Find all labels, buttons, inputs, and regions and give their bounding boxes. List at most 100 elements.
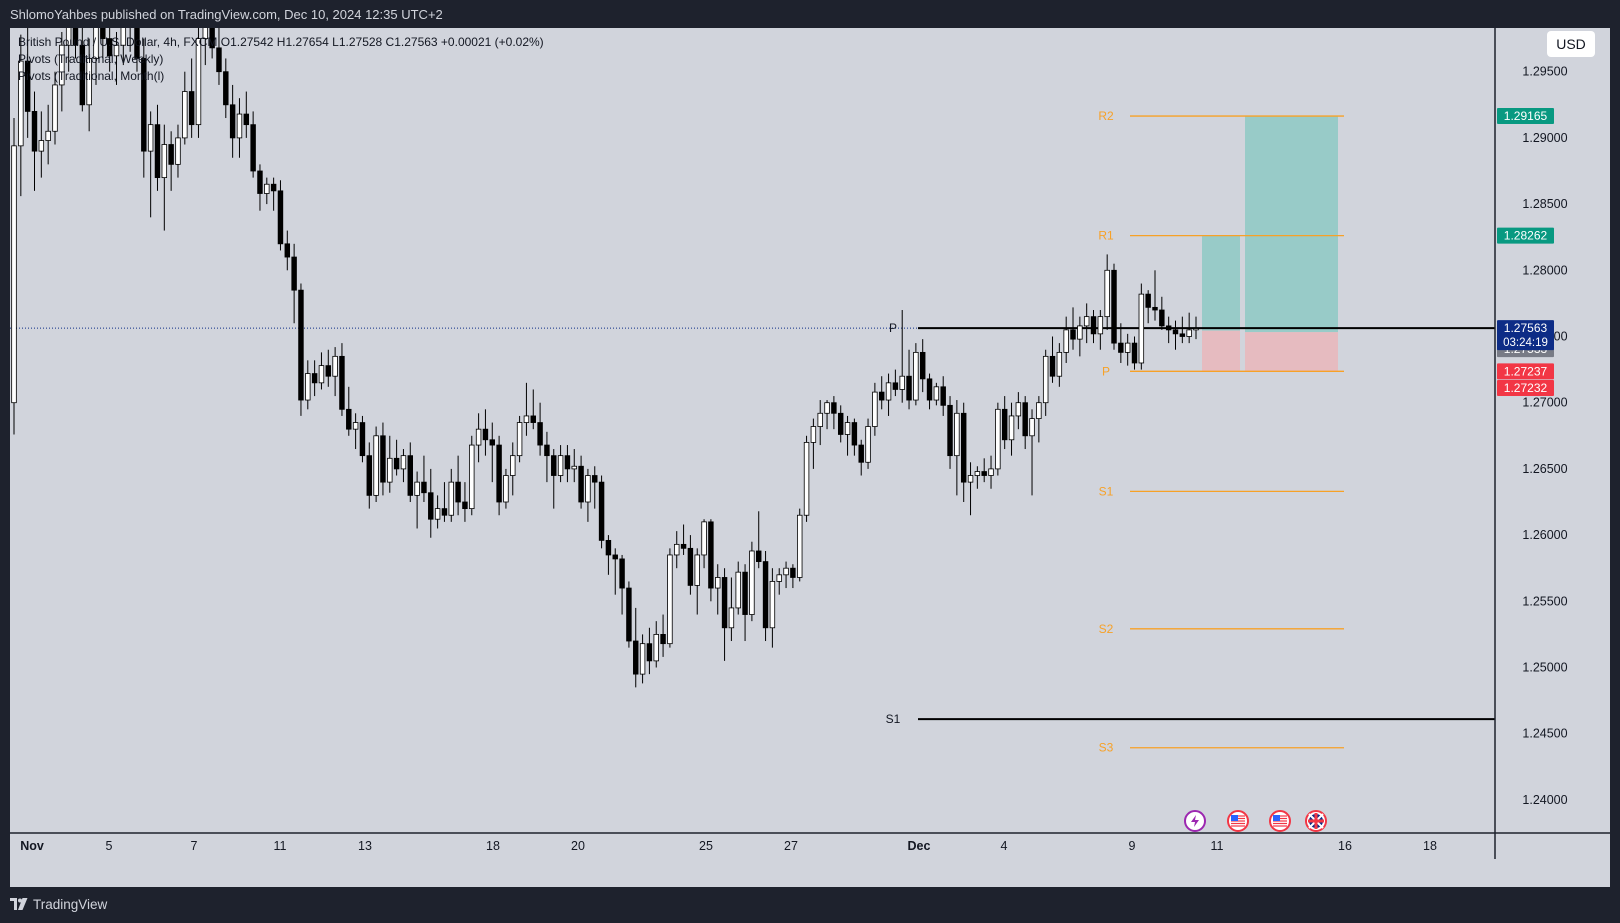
- candle[interactable]: [182, 71, 188, 145]
- candle[interactable]: [721, 568, 728, 661]
- candle[interactable]: [332, 347, 338, 397]
- weekly-pivots-legend[interactable]: Pivots (Traditional, Weekly): [18, 52, 164, 66]
- candle[interactable]: [496, 435, 502, 516]
- candle[interactable]: [906, 349, 912, 410]
- candle[interactable]: [141, 38, 147, 178]
- candle[interactable]: [940, 376, 946, 416]
- candle[interactable]: [1165, 316, 1172, 344]
- candle[interactable]: [325, 349, 332, 387]
- current-price-badge[interactable]: 1.27563 03:24:19: [1497, 320, 1554, 351]
- candle[interactable]: [544, 431, 550, 483]
- candle[interactable]: [974, 466, 981, 489]
- candle[interactable]: [291, 243, 297, 324]
- candle[interactable]: [919, 339, 926, 393]
- symbol-legend[interactable]: British Pound / U.S. Dollar, 4h, FXCM O1…: [18, 35, 544, 49]
- candle[interactable]: [865, 418, 871, 469]
- candle[interactable]: [837, 405, 844, 443]
- candle[interactable]: [660, 614, 666, 657]
- candle[interactable]: [475, 413, 482, 463]
- candle[interactable]: [557, 445, 564, 483]
- candle[interactable]: [653, 621, 659, 668]
- candle[interactable]: [1083, 303, 1090, 344]
- candle[interactable]: [735, 561, 741, 615]
- candle[interactable]: [154, 104, 161, 191]
- candle[interactable]: [858, 439, 864, 476]
- chart-frame[interactable]: R2 R1 P S1 S2 S3 P S1 1.24000 1.24500 1.25000 1.25…: [10, 0, 1610, 887]
- candle[interactable]: [1193, 316, 1199, 340]
- candle[interactable]: [462, 482, 468, 522]
- candle[interactable]: [1097, 310, 1104, 350]
- candle[interactable]: [482, 409, 489, 456]
- candle[interactable]: [387, 435, 393, 493]
- candle[interactable]: [872, 382, 878, 436]
- candle[interactable]: [1152, 270, 1158, 321]
- candle[interactable]: [646, 627, 653, 675]
- candle[interactable]: [523, 382, 530, 436]
- candle[interactable]: [414, 471, 420, 529]
- loss-zone[interactable]: [1245, 332, 1338, 372]
- candle[interactable]: [59, 31, 65, 112]
- candle[interactable]: [1179, 316, 1186, 344]
- weekly-pivot-r1[interactable]: R1: [1098, 229, 1344, 243]
- candle[interactable]: [1042, 349, 1049, 416]
- candle[interactable]: [147, 111, 154, 218]
- candle[interactable]: [86, 38, 92, 132]
- price-chart[interactable]: R2 R1 P S1 S2 S3 P S1 1.24000 1.24500 1.25000 1.25…: [10, 0, 1610, 887]
- candle[interactable]: [441, 482, 448, 522]
- candle[interactable]: [407, 442, 414, 502]
- long-position[interactable]: [1245, 116, 1338, 372]
- candle[interactable]: [899, 310, 905, 403]
- weekly-pivot-s1[interactable]: S1: [1099, 484, 1344, 498]
- candle[interactable]: [195, 18, 202, 138]
- candle[interactable]: [1124, 333, 1131, 366]
- candle[interactable]: [1029, 409, 1035, 496]
- uk-flag-icon[interactable]: [1305, 810, 1327, 832]
- candle[interactable]: [667, 548, 673, 648]
- candle[interactable]: [434, 495, 441, 529]
- candle[interactable]: [626, 581, 632, 648]
- candle[interactable]: [530, 389, 536, 430]
- candle[interactable]: [428, 468, 434, 538]
- candle[interactable]: [995, 402, 1001, 476]
- candle[interactable]: [1118, 323, 1124, 363]
- candle[interactable]: [11, 118, 17, 435]
- candle[interactable]: [796, 508, 803, 582]
- candle[interactable]: [885, 373, 892, 416]
- candle[interactable]: [605, 535, 612, 575]
- candle[interactable]: [1001, 396, 1008, 450]
- candle[interactable]: [776, 568, 782, 595]
- candle[interactable]: [175, 124, 181, 178]
- candle[interactable]: [1036, 396, 1042, 443]
- candle[interactable]: [742, 564, 748, 642]
- candle[interactable]: [1070, 307, 1076, 350]
- candle[interactable]: [1104, 254, 1110, 330]
- candle[interactable]: [366, 442, 373, 509]
- candle[interactable]: [503, 468, 509, 509]
- candle[interactable]: [168, 131, 174, 191]
- tradingview-logo-icon[interactable]: [10, 898, 28, 910]
- candle[interactable]: [38, 111, 45, 178]
- candle[interactable]: [243, 91, 250, 138]
- candle[interactable]: [448, 468, 454, 522]
- candle[interactable]: [551, 449, 557, 509]
- candle[interactable]: [1138, 283, 1145, 370]
- candle[interactable]: [352, 413, 359, 450]
- candle[interactable]: [1049, 336, 1056, 383]
- candle[interactable]: [844, 415, 851, 456]
- candle[interactable]: [878, 376, 885, 410]
- candle[interactable]: [393, 439, 400, 476]
- candle[interactable]: [585, 468, 591, 522]
- candle[interactable]: [701, 519, 707, 569]
- candle[interactable]: [728, 577, 735, 642]
- weekly-pivot-s2[interactable]: S2: [1099, 622, 1344, 636]
- candle[interactable]: [318, 352, 325, 390]
- candle[interactable]: [359, 415, 366, 463]
- candle[interactable]: [913, 343, 919, 406]
- candle[interactable]: [305, 360, 311, 410]
- candle[interactable]: [769, 568, 776, 648]
- candle[interactable]: [674, 531, 680, 569]
- candle[interactable]: [1090, 310, 1097, 344]
- candle[interactable]: [680, 524, 687, 555]
- candle[interactable]: [216, 25, 222, 85]
- candle[interactable]: [803, 435, 810, 522]
